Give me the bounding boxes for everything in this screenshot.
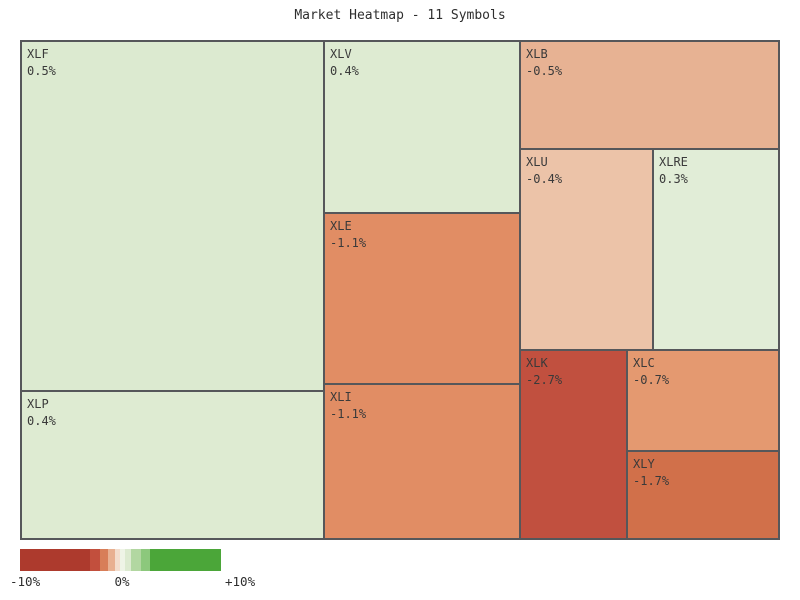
tile-change: 0.3% — [659, 172, 688, 186]
tile-change: -1.1% — [330, 236, 367, 250]
treemap-tile-xlv[interactable]: XLV 0.4% — [323, 40, 521, 214]
tile-change: 0.4% — [27, 414, 56, 428]
tile-change: -2.7% — [526, 373, 563, 387]
tile-change: -1.1% — [330, 407, 367, 421]
tile-symbol: XLU — [526, 155, 548, 169]
tile-symbol: XLB — [526, 47, 548, 61]
treemap-tile-xlu[interactable]: XLU -0.4% — [519, 148, 654, 351]
tile-symbol: XLF — [27, 47, 49, 61]
tile-symbol: XLP — [27, 397, 49, 411]
tile-change: -0.5% — [526, 64, 563, 78]
legend-max-label: +10% — [225, 574, 256, 589]
treemap-tile-xlc[interactable]: XLC -0.7% — [626, 349, 780, 452]
treemap-tile-xlre[interactable]: XLRE 0.3% — [652, 148, 780, 351]
legend-mid-label: 0% — [114, 574, 130, 589]
tile-symbol: XLY — [633, 457, 655, 471]
tile-symbol: XLRE — [659, 155, 688, 169]
treemap-tile-xly[interactable]: XLY -1.7% — [626, 450, 780, 540]
treemap-tile-xli[interactable]: XLI -1.1% — [323, 383, 521, 540]
treemap-tile-xlf[interactable]: XLF 0.5% — [20, 40, 325, 392]
treemap-tile-xlp[interactable]: XLP 0.4% — [20, 390, 325, 540]
legend-min-label: -10% — [10, 574, 41, 589]
treemap-tile-xlk[interactable]: XLK -2.7% — [519, 349, 628, 540]
tile-symbol: XLC — [633, 356, 655, 370]
tile-change: -0.4% — [526, 172, 563, 186]
tile-change: -0.7% — [633, 373, 670, 387]
tile-change: 0.4% — [330, 64, 359, 78]
tile-change: -1.7% — [633, 474, 670, 488]
tile-symbol: XLI — [330, 390, 352, 404]
treemap-tile-xlb[interactable]: XLB -0.5% — [519, 40, 780, 150]
tile-change: 0.5% — [27, 64, 56, 78]
tile-symbol: XLK — [526, 356, 548, 370]
tile-symbol: XLE — [330, 219, 352, 233]
treemap-tile-xle[interactable]: XLE -1.1% — [323, 212, 521, 385]
tile-symbol: XLV — [330, 47, 352, 61]
chart-title: Market Heatmap - 11 Symbols — [294, 8, 506, 23]
colorbar-gradient — [20, 549, 221, 571]
